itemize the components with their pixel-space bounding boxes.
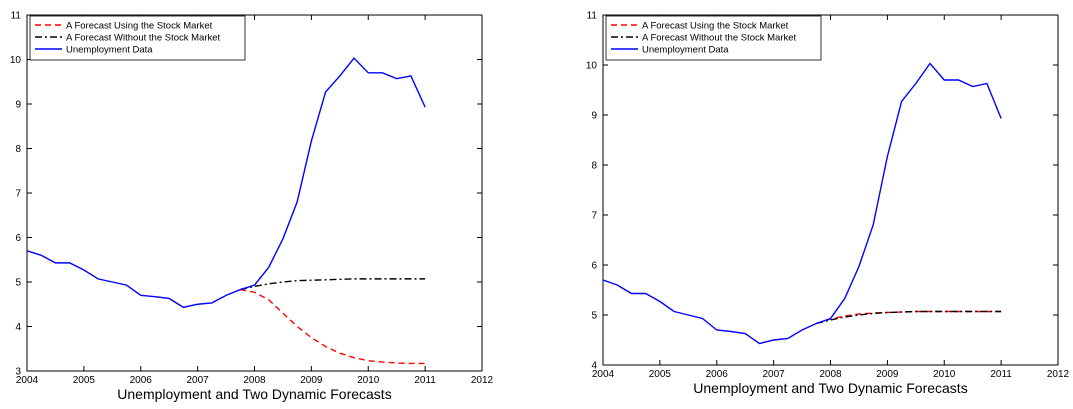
plot-frame xyxy=(26,14,483,372)
x-tick-label: 2006 xyxy=(130,375,153,386)
x-tick-label: 2012 xyxy=(1047,369,1070,380)
y-tick-label: 7 xyxy=(15,189,21,200)
y-tick-label: 6 xyxy=(15,233,21,244)
x-tick-label: 2007 xyxy=(187,375,210,386)
legend-box xyxy=(605,15,822,61)
line-series xyxy=(602,62,1002,345)
legend-label: A Forecast Using the Stock Market xyxy=(66,21,213,32)
line-series xyxy=(240,278,426,291)
y-tick-label: 11 xyxy=(11,11,22,22)
x-tick-label: 2011 xyxy=(414,375,436,386)
x-tick-label: 2004 xyxy=(16,375,39,386)
plot-frame xyxy=(602,14,1059,366)
x-tick-label: 2008 xyxy=(819,369,842,380)
x-tick-label: 2005 xyxy=(73,375,96,386)
plot: 2004 2005 2006 2007 2008 2009 2010 2011 2012 4 5 6 7… xyxy=(586,11,1070,397)
y-tick-label: 8 xyxy=(15,144,21,155)
legend-box xyxy=(29,15,246,61)
y-tick-label: 5 xyxy=(591,311,597,322)
x-tick-label: 2007 xyxy=(763,369,786,380)
x-tick-label: 2004 xyxy=(592,369,615,380)
plot: 2004 2005 2006 2007 2008 2009 2010 2011 2012 3 4 5 6… xyxy=(10,11,494,403)
legend-label: A Forecast Without the Stock Market xyxy=(642,33,797,44)
y-tick-label: 10 xyxy=(10,55,22,66)
x-axis-label: Unemployment and Two Dynamic Forecasts xyxy=(693,380,967,396)
y-tick-label: 9 xyxy=(591,111,597,122)
y-tick-label: 4 xyxy=(591,361,597,372)
line-series xyxy=(26,57,426,309)
x-tick-label: 2010 xyxy=(933,369,956,380)
y-tick-label: 10 xyxy=(586,61,598,72)
y-tick-label: 9 xyxy=(15,100,21,111)
x-tick-label: 2010 xyxy=(357,375,380,386)
legend-label: Unemployment Data xyxy=(66,45,153,56)
x-tick-label: 2005 xyxy=(649,369,672,380)
y-tick-label: 4 xyxy=(15,322,21,333)
line-series xyxy=(240,288,426,365)
y-tick-label: 7 xyxy=(591,211,597,222)
legend-label: Unemployment Data xyxy=(642,45,729,56)
x-tick-label: 2008 xyxy=(243,375,266,386)
x-tick-label: 2012 xyxy=(471,375,494,386)
legend-label: A Forecast Using the Stock Market xyxy=(642,21,789,32)
legend-label: A Forecast Without the Stock Market xyxy=(66,33,221,44)
x-axis-label: Unemployment and Two Dynamic Forecasts xyxy=(117,386,391,402)
y-tick-label: 3 xyxy=(15,367,21,378)
x-tick-label: 2011 xyxy=(990,369,1012,380)
line-series xyxy=(816,310,1002,325)
x-tick-label: 2009 xyxy=(300,375,323,386)
y-tick-label: 5 xyxy=(15,278,21,289)
x-tick-label: 2006 xyxy=(706,369,729,380)
y-tick-label: 11 xyxy=(587,11,598,22)
y-tick-label: 6 xyxy=(591,261,597,272)
x-tick-label: 2009 xyxy=(876,369,899,380)
y-tick-label: 8 xyxy=(591,161,597,172)
